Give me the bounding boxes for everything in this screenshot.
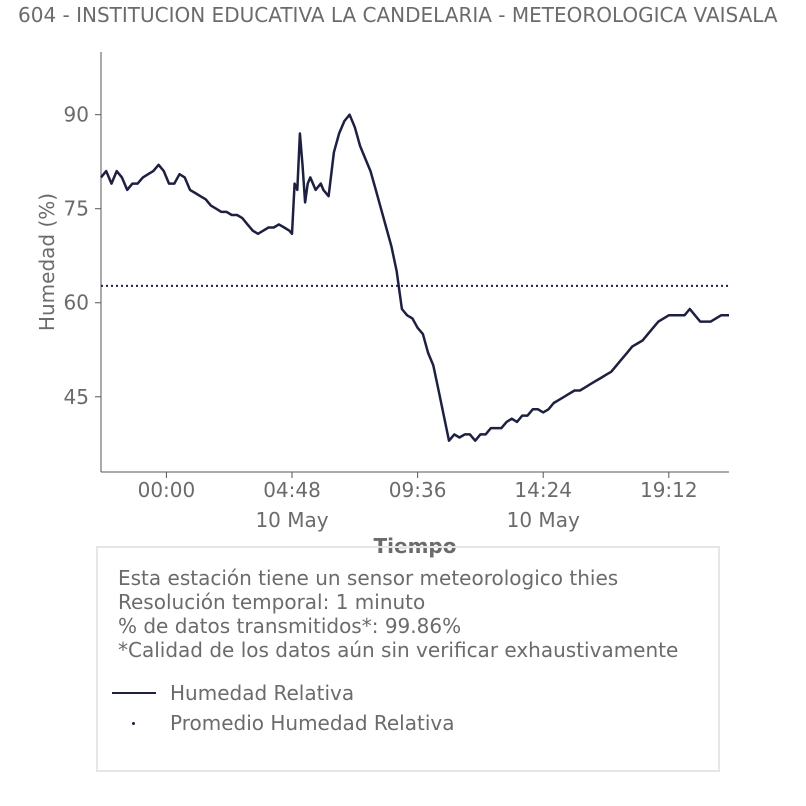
chart-title: 604 - INSTITUCION EDUCATIVA LA CANDELARI…: [18, 3, 778, 27]
y-tick-label: 60: [64, 291, 89, 315]
legend-swatch-dot: [132, 721, 135, 725]
x-tick-label: 00:00: [138, 478, 196, 502]
station-info: Esta estación tiene un sensor meteorolog…: [118, 566, 678, 662]
info-line-quality: *Calidad de los datos aún sin verificar …: [118, 638, 679, 662]
y-tick-label: 90: [64, 103, 89, 127]
chart-canvas: 45 60 75 90 00:00 04:48 10 May 09:36 14:24 10 May…: [35, 52, 729, 558]
legend-swatch-line: [112, 692, 156, 694]
x-tick-label: 09:36: [389, 478, 447, 502]
humidity-series-line: [100, 113, 729, 442]
x-tick-label: 04:48: [263, 478, 321, 502]
x-tick-sublabel: 10 May: [507, 508, 580, 532]
legend-label-promedio: Promedio Humedad Relativa: [170, 711, 455, 735]
y-tick-label: 45: [64, 385, 89, 409]
y-axis-label: Humedad (%): [35, 193, 59, 331]
legend-box: Esta estación tiene un sensor meteorolog…: [96, 546, 720, 772]
x-tick-label: 19:12: [640, 478, 698, 502]
info-line-transmitted: % de datos transmitidos*: 99.86%: [118, 614, 462, 638]
y-tick-label: 75: [64, 197, 89, 221]
legend-label-humedad: Humedad Relativa: [170, 681, 355, 705]
x-tick-label: 14:24: [514, 478, 572, 502]
info-line-sensor: Esta estación tiene un sensor meteorolog…: [118, 566, 619, 590]
x-tick-sublabel: 10 May: [255, 508, 328, 532]
info-line-resolution: Resolución temporal: 1 minuto: [118, 590, 426, 614]
